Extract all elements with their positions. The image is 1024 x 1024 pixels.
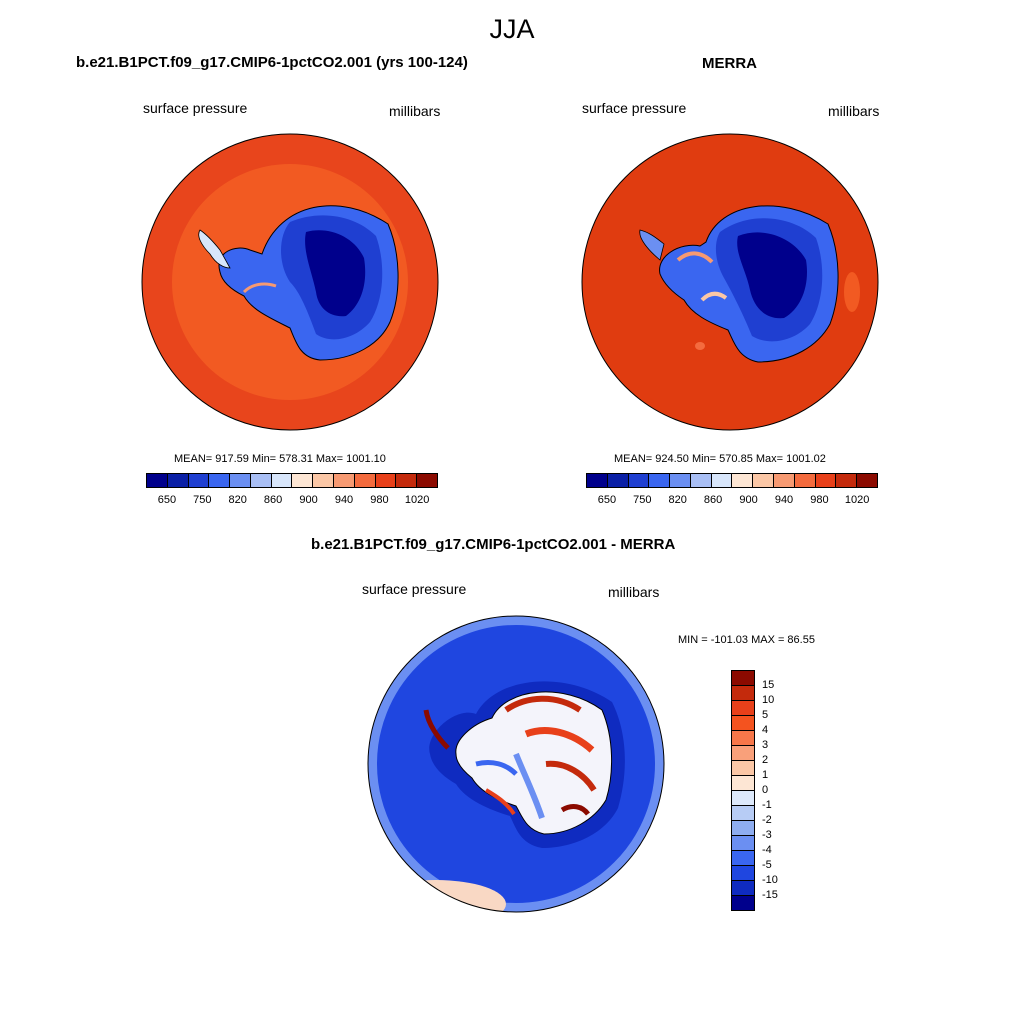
colorbar-tick-label: -2 [762,814,772,826]
panel-3-colorbar-ticks: 15 10 5 4 3 2 1 0 -1 -2 -3 -4 -5 -10 -15 [762,670,802,911]
panel-1-polar-map [141,133,439,431]
colorbar-swatch [732,776,754,791]
colorbar-tick-label: 650 [157,494,177,506]
colorbar-swatch [334,474,355,487]
colorbar-swatch [732,731,754,746]
colorbar-swatch [417,474,437,487]
panel-1-colorbar-ticks: 650 750 820 860 900 940 980 1020 [146,494,438,510]
panel-3-units-label: millibars [608,584,660,600]
colorbar-swatch [836,474,858,487]
colorbar-tick-label: 820 [228,494,247,506]
colorbar-swatch [209,474,231,487]
panel-2-units-label: millibars [828,103,880,119]
colorbar-tick-label: 5 [762,709,769,721]
colorbar-swatch [313,474,335,487]
colorbar-swatch [628,474,650,487]
colorbar-swatch [230,474,251,487]
panel-3-title: b.e21.B1PCT.f09_g17.CMIP6-1pctCO2.001 - … [311,536,676,553]
colorbar-swatch [250,474,272,487]
panel-2-stats: MEAN= 924.50 Min= 570.85 Max= 1001.02 [614,453,826,465]
panel-2-colorbar-ticks: 650 750 820 860 900 940 980 1020 [586,494,878,510]
colorbar-tick-label: -3 [762,829,772,841]
panel-1-stats: MEAN= 917.59 Min= 578.31 Max= 1001.10 [174,453,386,465]
colorbar-swatch [753,474,775,487]
colorbar-swatch [354,474,376,487]
colorbar-swatch [649,474,671,487]
colorbar-swatch [271,474,293,487]
panel-1-title: b.e21.B1PCT.f09_g17.CMIP6-1pctCO2.001 (y… [76,54,468,71]
colorbar-swatch [147,474,168,487]
colorbar-tick-label: 650 [597,494,617,506]
colorbar-swatch [188,474,210,487]
panel-1-variable-label: surface pressure [143,100,248,116]
panel-3-variable-label: surface pressure [362,581,467,597]
panel-2-variable-label: surface pressure [582,100,687,116]
colorbar-tick-label: 1020 [844,494,870,506]
colorbar-tick-label: 750 [193,494,212,506]
colorbar-swatch [732,671,754,686]
colorbar-tick-label: 750 [633,494,652,506]
colorbar-tick-label: -5 [762,859,772,871]
colorbar-tick-label: 980 [370,494,389,506]
colorbar-tick-label: -10 [762,874,778,886]
colorbar-swatch [690,474,712,487]
colorbar-swatch [857,474,877,487]
colorbar-swatch [375,474,397,487]
colorbar-swatch [732,716,754,731]
colorbar-tick-label: 3 [762,739,769,751]
colorbar-swatch [732,806,754,821]
colorbar-swatch [732,474,754,487]
colorbar-tick-label: 2 [762,754,769,766]
panel-3-stats: MIN = -101.03 MAX = 86.55 [678,634,815,646]
colorbar-tick-label: 15 [762,679,775,691]
colorbar-swatch [732,851,754,866]
colorbar-swatch [711,474,733,487]
colorbar-tick-label: 900 [739,494,758,506]
colorbar-swatch [607,474,629,487]
colorbar-tick-label: 940 [774,494,794,506]
colorbar-tick-label: 0 [762,784,769,796]
panel-3-polar-map [367,615,665,913]
colorbar-swatch [587,474,608,487]
colorbar-swatch [732,836,754,851]
colorbar-tick-label: -1 [762,799,772,811]
colorbar-tick-label: -4 [762,844,772,856]
colorbar-swatch [167,474,189,487]
panel-1-colorbar [146,473,438,488]
colorbar-tick-label: 860 [263,494,283,506]
panel-2-title: MERRA [702,55,757,72]
colorbar-swatch [732,881,754,896]
colorbar-swatch [732,896,754,910]
colorbar-tick-label: 1 [762,769,769,781]
colorbar-tick-label: 860 [703,494,723,506]
panel-2-polar-map [581,133,879,431]
colorbar-tick-label: 900 [299,494,318,506]
colorbar-swatch [732,866,754,881]
colorbar-swatch [732,761,754,776]
colorbar-swatch [815,474,837,487]
colorbar-swatch [670,474,691,487]
colorbar-swatch [732,701,754,716]
panel-3-colorbar [731,670,755,911]
colorbar-swatch [732,686,754,701]
colorbar-swatch [396,474,418,487]
colorbar-tick-label: 980 [810,494,829,506]
colorbar-tick-label: 820 [668,494,687,506]
panel-2-colorbar [586,473,878,488]
colorbar-tick-label: -15 [762,889,778,901]
colorbar-swatch [732,821,754,836]
colorbar-tick-label: 1020 [404,494,430,506]
colorbar-swatch [774,474,795,487]
colorbar-swatch [292,474,314,487]
colorbar-swatch [732,746,754,761]
page-title: JJA [489,14,535,44]
colorbar-swatch [794,474,816,487]
colorbar-tick-label: 4 [762,724,769,736]
colorbar-swatch [732,791,754,806]
colorbar-tick-label: 940 [334,494,354,506]
colorbar-tick-label: 10 [762,694,775,706]
panel-1-units-label: millibars [389,103,441,119]
